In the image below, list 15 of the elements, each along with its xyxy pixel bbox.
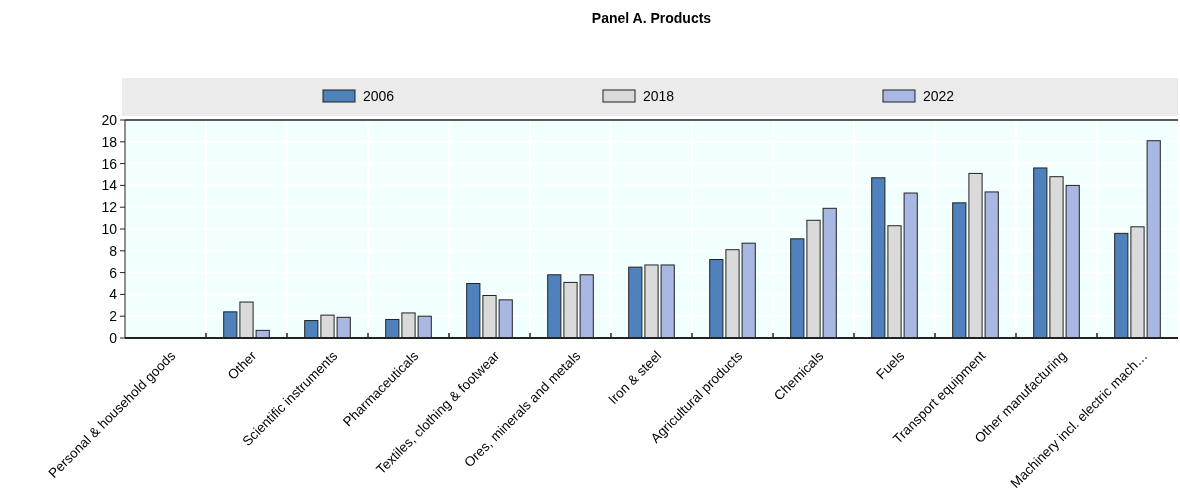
y-tick-label: 2 bbox=[109, 308, 118, 325]
y-tick-label: 10 bbox=[101, 220, 118, 237]
y-tick-label: 14 bbox=[101, 177, 118, 194]
y-tick-label: 20 bbox=[101, 111, 118, 128]
legend-label: 2018 bbox=[643, 88, 675, 104]
legend-label: 2022 bbox=[923, 88, 955, 104]
legend-label: 2006 bbox=[363, 88, 395, 104]
y-tick-label: 4 bbox=[109, 286, 118, 303]
y-tick-label: 18 bbox=[101, 133, 118, 150]
y-tick-label: 0 bbox=[109, 329, 118, 346]
y-tick-label: 12 bbox=[101, 199, 118, 216]
y-tick-label: 8 bbox=[109, 242, 118, 259]
y-tick-label: 6 bbox=[109, 264, 118, 281]
y-tick-label: 16 bbox=[101, 155, 118, 172]
chart-title: Panel A. Products bbox=[591, 10, 712, 26]
